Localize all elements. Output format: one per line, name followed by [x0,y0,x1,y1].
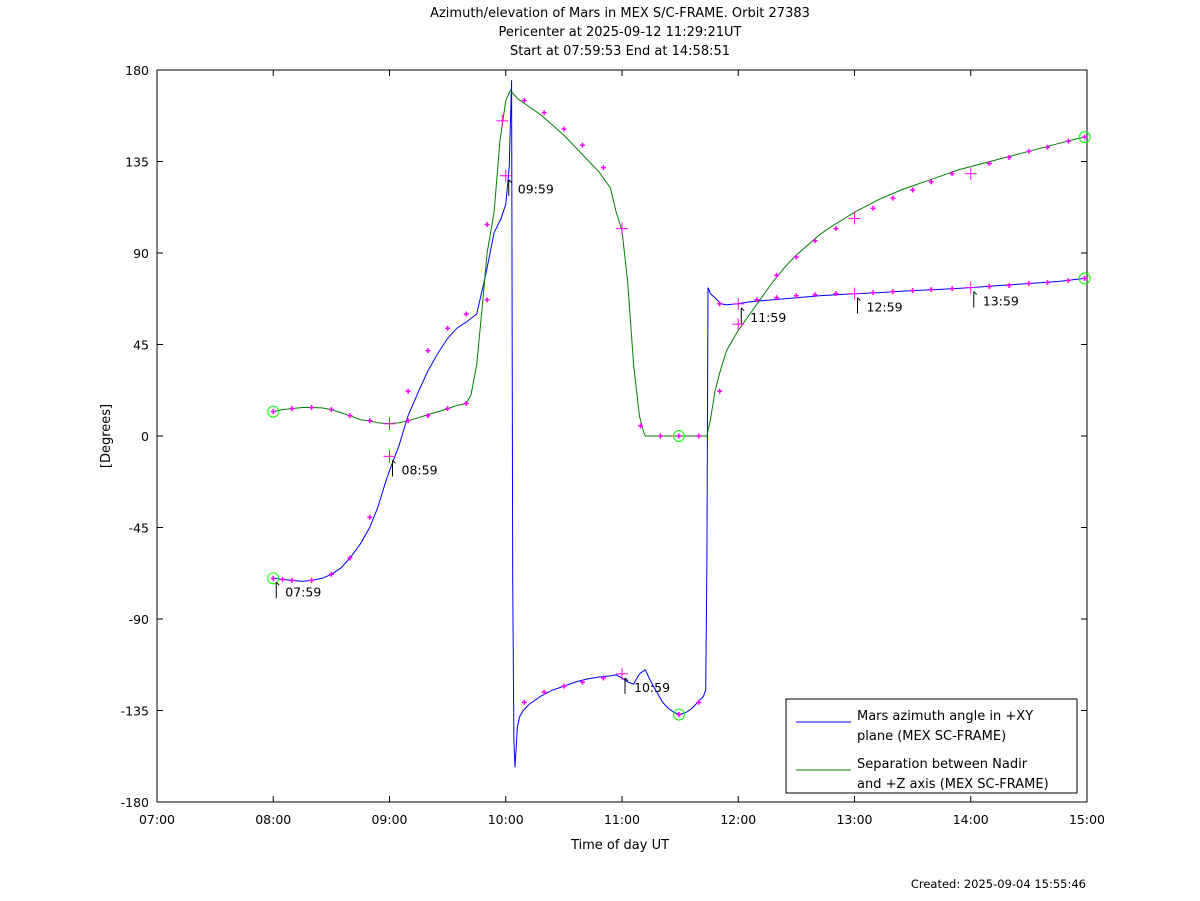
y-tick-label: 135 [125,155,149,170]
annotation-tick [857,297,861,302]
plot-area [156,69,1088,803]
x-tick-label: 08:00 [255,812,291,827]
y-tick-label: -180 [121,795,149,810]
y-axis-label: [Degrees] [99,404,114,468]
x-tick-label: 13:00 [836,812,872,827]
title-line: Azimuth/elevation of Mars in MEX S/C-FRA… [430,6,810,21]
annotation-label: 11:59 [750,310,786,325]
legend-label: plane (MEX SC-FRAME) [857,729,1006,744]
x-tick-label: 11:00 [604,812,640,827]
annotation-tick [973,291,978,295]
endpoint-circle-marker [672,708,685,721]
y-tick-label: -45 [129,521,149,536]
legend-label: and +Z axis (MEX SC-FRAME) [857,777,1049,792]
legend: Mars azimuth angle in +XY plane (MEX SC-F… [785,698,1078,794]
x-tick-label: 15:00 [1069,812,1105,827]
x-tick-label: 07:00 [139,812,175,827]
annotation-label: 08:59 [402,462,438,477]
legend-box [785,698,1078,794]
annotation-label: 10:59 [634,680,670,695]
title-line: Pericenter at 2025-09-12 11:29:21UT [498,25,741,40]
y-tick-label: 180 [125,63,149,78]
legend-label: Mars azimuth angle in +XY [857,709,1033,724]
annotation-label: 09:59 [518,182,554,197]
time-annotations: 07:59 08:59 09:59 10:59 11:59 12:59 13:59 [275,179,1019,695]
y-tick-label: 0 [141,429,149,444]
x-tick-label: 10:00 [488,812,524,827]
endpoint-circle-marker [1078,272,1091,285]
x-axis-label: Time of day UT [570,838,669,853]
chart-title: Azimuth/elevation of Mars in MEX S/C-FRA… [430,6,810,59]
x-tick-label: 09:00 [371,812,407,827]
y-tick-label: 45 [133,338,149,353]
point-markers [267,98,1091,721]
annotation-tick [740,307,745,312]
separation-series-line [273,89,1085,437]
y-tick-label: -90 [129,612,149,627]
endpoint-circle-marker [1078,131,1091,144]
axis-ticks: 07:00 08:00 09:00 10:00 11:00 12:00 13:00 14:00… [121,63,1105,827]
y-tick-label: -135 [121,704,149,719]
annotation-tick [508,179,513,184]
annotation-tick [392,459,396,464]
title-line: Start at 07:59:53 End at 14:58:51 [510,44,730,59]
annotation-tick [275,581,280,586]
legend-label: Separation between Nadir [857,757,1028,772]
x-tick-label: 14:00 [953,812,989,827]
endpoint-circle-marker [267,572,280,585]
endpoint-circle-marker [672,430,685,442]
annotation-tick [624,677,629,682]
y-tick-label: 90 [133,246,149,261]
annotation-label: 07:59 [285,584,321,599]
x-tick-label: 12:00 [720,812,756,827]
endpoint-circle-marker [267,405,280,418]
annotation-label: 12:59 [867,300,903,315]
created-timestamp: Created: 2025-09-04 15:55:46 [910,877,1086,891]
annotation-label: 13:59 [983,294,1019,309]
